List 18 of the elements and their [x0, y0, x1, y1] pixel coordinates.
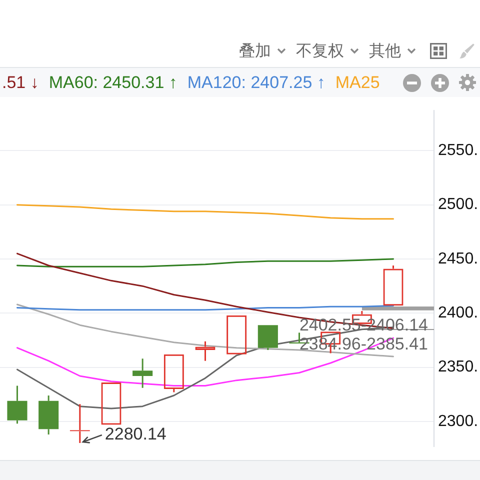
text: .51 ↓ — [2, 72, 39, 92]
text: 叠加 — [239, 42, 271, 62]
candlestick — [7, 384, 28, 424]
candlestick — [38, 394, 59, 436]
y-tick-label: 2550. — [438, 142, 478, 160]
text: 不复权 — [296, 42, 344, 62]
text: MA25 — [335, 72, 380, 92]
y-tick-label: 2500. — [438, 196, 478, 214]
y-tick-label: 2300. — [438, 412, 478, 430]
text: MA120: 2407.25 ↑ — [187, 72, 326, 92]
candlestick — [132, 358, 153, 389]
text: MA60: 2450.31 ↑ — [48, 72, 178, 92]
y-tick-label: 2450. — [438, 250, 478, 268]
y-tick-label: 2400. — [438, 304, 478, 322]
candlestick — [258, 325, 278, 351]
y-tick-label: 2350. — [438, 358, 478, 376]
text: 其他 — [369, 42, 401, 62]
annotation: 2280.14 — [104, 424, 166, 444]
